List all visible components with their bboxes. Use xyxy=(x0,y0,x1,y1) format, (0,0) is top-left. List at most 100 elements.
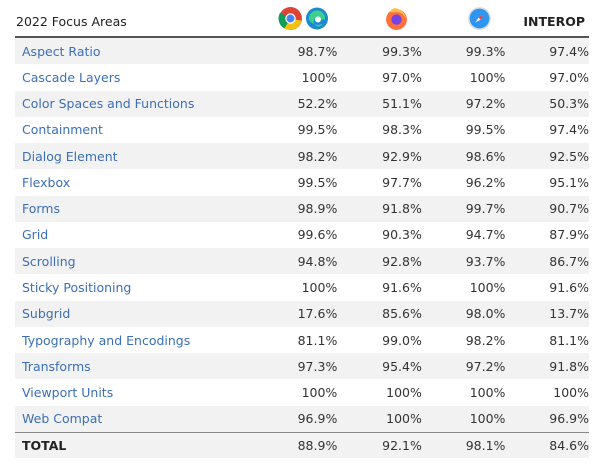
score-chrome-edge: 99.5% xyxy=(297,174,338,190)
firefox-icon xyxy=(386,8,407,30)
score-safari: 99.3% xyxy=(465,43,506,59)
edge-icon xyxy=(306,7,328,30)
table-row: Sticky Positioning 100% 91.6% 100% 91.6% xyxy=(15,274,589,300)
score-safari: 99.7% xyxy=(465,201,506,217)
total-safari: 98.1% xyxy=(465,437,506,453)
table-row: Typography and Encodings 81.1% 99.0% 98.2% 8… xyxy=(15,327,589,353)
score-interop: 97.4% xyxy=(549,122,589,138)
table-row: Viewport Units 100% 100% 100% 100% xyxy=(15,379,589,405)
score-firefox: 100% xyxy=(386,411,422,427)
table-row: Dialog Element 98.2% 92.9% 98.6% 92.5% xyxy=(15,143,589,170)
score-firefox: 97.7% xyxy=(382,174,422,190)
score-safari: 99.5% xyxy=(465,122,506,138)
focus-area-link[interactable]: Subgrid xyxy=(22,306,71,322)
score-safari: 96.2% xyxy=(465,174,506,190)
score-firefox: 91.8% xyxy=(382,201,422,217)
score-safari: 98.0% xyxy=(465,306,506,322)
score-interop: 91.8% xyxy=(549,358,589,374)
focus-area-link[interactable]: Dialog Element xyxy=(22,148,118,164)
score-chrome-edge: 99.5% xyxy=(297,122,338,138)
table-row: Grid 99.6% 90.3% 94.7% 87.9% xyxy=(15,222,589,248)
score-interop: 92.5% xyxy=(549,148,589,164)
score-chrome-edge: 100% xyxy=(301,385,338,401)
total-interop: 84.6% xyxy=(549,437,589,453)
score-interop: 90.7% xyxy=(549,201,589,217)
score-firefox: 98.3% xyxy=(382,122,422,138)
score-safari: 97.2% xyxy=(465,358,506,374)
score-interop: 97.0% xyxy=(549,69,589,85)
table-row: Cascade Layers 100% 97.0% 100% 97.0% xyxy=(15,64,589,90)
score-firefox: 85.6% xyxy=(382,306,422,322)
score-interop: 95.1% xyxy=(549,174,589,190)
score-firefox: 92.8% xyxy=(382,253,422,269)
table-row: Containment 99.5% 98.3% 99.5% 97.4% xyxy=(15,117,589,143)
total-label: TOTAL xyxy=(22,437,67,453)
header-title: 2022 Focus Areas xyxy=(16,14,127,29)
score-chrome-edge: 96.9% xyxy=(297,411,338,427)
score-firefox: 99.3% xyxy=(382,43,422,59)
focus-area-link[interactable]: Forms xyxy=(22,201,61,217)
table-row: Subgrid 17.6% 85.6% 98.0% 13.7% xyxy=(15,300,589,327)
table-header: 2022 Focus Areas INTEROP xyxy=(15,0,589,38)
focus-area-link[interactable]: Web Compat xyxy=(22,411,103,427)
score-firefox: 97.0% xyxy=(382,69,422,85)
score-interop: 87.9% xyxy=(549,227,589,243)
chrome-icon xyxy=(278,7,302,31)
total-chrome-edge: 88.9% xyxy=(297,437,338,453)
focus-area-link[interactable]: Sticky Positioning xyxy=(22,280,132,296)
score-safari: 100% xyxy=(469,69,506,85)
focus-area-link[interactable]: Viewport Units xyxy=(22,385,114,401)
score-interop: 81.1% xyxy=(549,332,589,348)
focus-area-link[interactable]: Containment xyxy=(22,122,103,138)
score-firefox: 91.6% xyxy=(382,280,422,296)
score-interop: 96.9% xyxy=(549,411,589,427)
score-firefox: 92.9% xyxy=(382,148,422,164)
table-row: Forms 98.9% 91.8% 99.7% 90.7% xyxy=(15,195,589,222)
score-interop: 97.4% xyxy=(549,43,589,59)
table-row: Color Spaces and Functions 52.2% 51.1% 97.2… xyxy=(15,90,589,117)
score-interop: 100% xyxy=(553,385,589,401)
score-firefox: 100% xyxy=(386,385,422,401)
score-safari: 97.2% xyxy=(465,96,506,112)
score-safari: 100% xyxy=(469,411,506,427)
score-safari: 100% xyxy=(469,385,506,401)
score-chrome-edge: 81.1% xyxy=(297,332,338,348)
focus-area-link[interactable]: Grid xyxy=(22,227,49,243)
total-firefox: 92.1% xyxy=(382,437,422,453)
table-row: Web Compat 96.9% 100% 100% 96.9% xyxy=(15,405,589,432)
score-interop: 13.7% xyxy=(549,306,589,322)
score-safari: 100% xyxy=(469,280,506,296)
focus-areas-table: 2022 Focus Areas INTEROP Aspect Ratio 98.… xyxy=(15,0,589,458)
score-chrome-edge: 17.6% xyxy=(297,306,338,322)
score-chrome-edge: 52.2% xyxy=(297,96,338,112)
score-chrome-edge: 100% xyxy=(301,280,338,296)
table-row: Transforms 97.3% 95.4% 97.2% 91.8% xyxy=(15,353,589,380)
score-chrome-edge: 99.6% xyxy=(297,227,338,243)
total-row: TOTAL 88.9% 92.1% 98.1% 84.6% xyxy=(15,431,589,458)
focus-area-link[interactable]: Flexbox xyxy=(22,174,71,190)
score-chrome-edge: 97.3% xyxy=(297,358,338,374)
score-safari: 93.7% xyxy=(465,253,506,269)
focus-area-link[interactable]: Transforms xyxy=(22,358,91,374)
interop-header: INTEROP xyxy=(523,14,585,29)
focus-area-link[interactable]: Typography and Encodings xyxy=(22,332,191,348)
focus-area-link[interactable]: Cascade Layers xyxy=(22,69,121,85)
score-firefox: 95.4% xyxy=(382,358,422,374)
score-safari: 94.7% xyxy=(465,227,506,243)
score-chrome-edge: 98.2% xyxy=(297,148,338,164)
table-row: Scrolling 94.8% 92.8% 93.7% 86.7% xyxy=(15,248,589,275)
score-firefox: 90.3% xyxy=(382,227,422,243)
score-chrome-edge: 98.7% xyxy=(297,43,338,59)
safari-icon xyxy=(468,7,491,30)
focus-area-link[interactable]: Color Spaces and Functions xyxy=(22,96,195,112)
score-interop: 86.7% xyxy=(549,253,589,269)
focus-area-link[interactable]: Scrolling xyxy=(22,253,76,269)
focus-area-link[interactable]: Aspect Ratio xyxy=(22,43,101,59)
score-safari: 98.6% xyxy=(465,148,506,164)
table-row: Aspect Ratio 98.7% 99.3% 99.3% 97.4% xyxy=(15,38,589,65)
score-interop: 91.6% xyxy=(549,280,589,296)
score-interop: 50.3% xyxy=(549,96,589,112)
score-chrome-edge: 98.9% xyxy=(297,201,338,217)
score-firefox: 99.0% xyxy=(382,332,422,348)
score-firefox: 51.1% xyxy=(382,96,422,112)
